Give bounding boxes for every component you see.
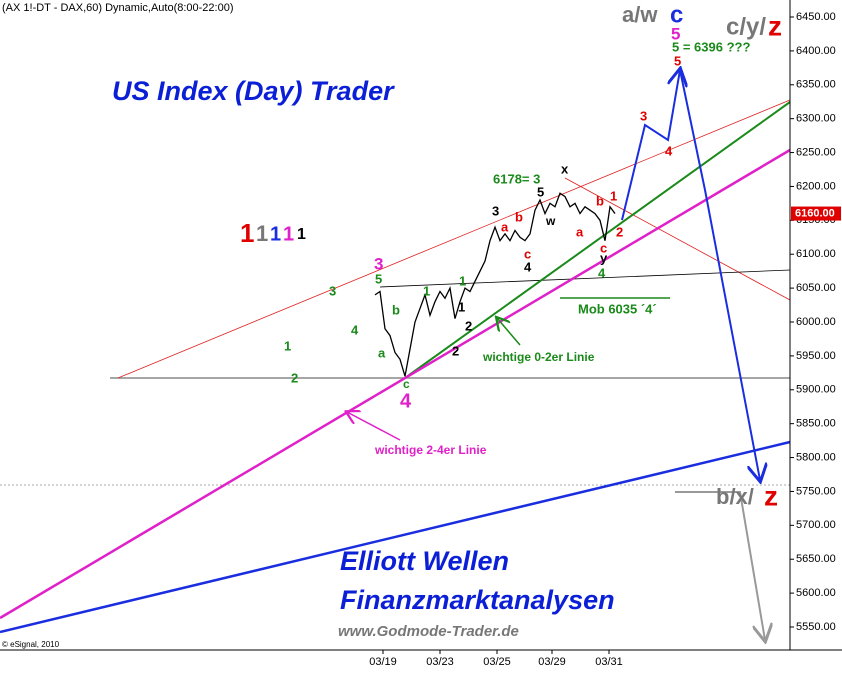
- y-tick-label: 6400.00: [796, 45, 836, 57]
- y-tick-label: 6300.00: [796, 113, 836, 125]
- annotation: wichtige 2-4er Linie: [374, 443, 487, 457]
- annotation: 4: [400, 390, 412, 412]
- annotation: 3: [640, 108, 647, 123]
- y-tick-label: 5850.00: [796, 418, 836, 430]
- annotation: b/x/: [716, 484, 754, 509]
- annotation: 1: [240, 218, 254, 248]
- annotation: 1: [270, 223, 281, 245]
- annotation: c: [670, 1, 683, 28]
- annotation: 5: [375, 271, 382, 286]
- annotation: a/w: [622, 2, 658, 27]
- annotation: 1: [459, 273, 466, 288]
- y-tick-label: 5800.00: [796, 451, 836, 463]
- chart-title: US Index (Day) Trader: [112, 76, 395, 106]
- y-tick-label: 5650.00: [796, 553, 836, 565]
- annotation: 1: [458, 299, 465, 314]
- annotation: 3: [329, 283, 336, 298]
- price-line: [374, 192, 616, 377]
- y-tick-label: 6050.00: [796, 282, 836, 294]
- annotation: 1: [610, 188, 617, 203]
- annotation: 1: [423, 283, 430, 298]
- annotation: 1: [284, 338, 291, 353]
- annotation: c: [600, 240, 607, 255]
- annotation: b: [596, 193, 604, 208]
- annotation: a: [501, 219, 509, 234]
- subtitle: Finanzmarktanalysen: [340, 585, 615, 615]
- annotation: 6178= 3: [493, 171, 540, 186]
- website: www.Godmode-Trader.de: [338, 623, 519, 640]
- annotation: a: [576, 224, 584, 239]
- symbol: (AX 1!-DT - DAX,60) Dynamic,Auto(8:00-22…: [2, 2, 234, 14]
- y-tick-label: 6100.00: [796, 248, 836, 260]
- annotation: 5: [671, 24, 680, 43]
- annotation: wichtige 0-2er Linie: [482, 350, 595, 364]
- annotation: b: [515, 209, 523, 224]
- annotation: b: [392, 302, 400, 317]
- annotation: 1: [256, 221, 268, 246]
- annotation: 2: [616, 224, 623, 239]
- annotation: c: [403, 377, 410, 391]
- annotation: 5: [674, 53, 681, 68]
- y-tick-label: 5900.00: [796, 384, 836, 396]
- y-tick-label: 6200.00: [796, 180, 836, 192]
- annotation: Mob 6035 ´4´: [578, 301, 657, 316]
- annotation: 4: [351, 322, 359, 337]
- annotation: x: [561, 161, 569, 176]
- annotation: y: [600, 250, 608, 265]
- y-tick-label: 6350.00: [796, 79, 836, 91]
- y-tick-label: 5700.00: [796, 519, 836, 531]
- annotation: z: [764, 480, 778, 511]
- copyright: © eSignal, 2010: [2, 640, 60, 649]
- last-price-box: [791, 206, 841, 221]
- x-tick-label: 03/29: [538, 656, 566, 668]
- x-tick-label: 03/31: [595, 656, 623, 668]
- y-tick-label: 6250.00: [796, 146, 836, 158]
- annotation: 2: [291, 370, 298, 385]
- y-tick-label: 5550.00: [796, 621, 836, 633]
- annotation: 5 = 6396 ???: [672, 39, 750, 54]
- annotation: 2: [452, 343, 459, 358]
- annotation: 1: [283, 223, 294, 245]
- annotation: 3: [492, 203, 499, 218]
- annotation: 4: [598, 265, 606, 280]
- drawings: [0, 0, 842, 651]
- x-tick-label: 03/25: [483, 656, 511, 668]
- last-price-label: 6160.00: [795, 207, 835, 219]
- y-tick-label: 6000.00: [796, 316, 836, 328]
- annotation: c/y/: [726, 13, 766, 40]
- y-tick-label: 5750.00: [796, 485, 836, 497]
- annotation: a: [378, 345, 386, 360]
- subtitle: Elliott Wellen: [340, 546, 509, 576]
- x-tick-label: 03/23: [426, 656, 454, 668]
- annotation: z: [768, 10, 782, 41]
- annotation: 4: [665, 143, 673, 158]
- y-tick-label: 6450.00: [796, 11, 836, 23]
- annotation: 1: [297, 226, 306, 243]
- y-tick-label: 5950.00: [796, 350, 836, 362]
- annotation: 2: [465, 318, 472, 333]
- annotation: c: [524, 246, 531, 261]
- y-tick-label: 5600.00: [796, 587, 836, 599]
- annotation: 3: [374, 254, 383, 273]
- x-tick-label: 03/19: [369, 656, 397, 668]
- annotation: w: [545, 214, 556, 228]
- annotation: 5: [537, 184, 544, 199]
- annotation: 4: [524, 259, 532, 274]
